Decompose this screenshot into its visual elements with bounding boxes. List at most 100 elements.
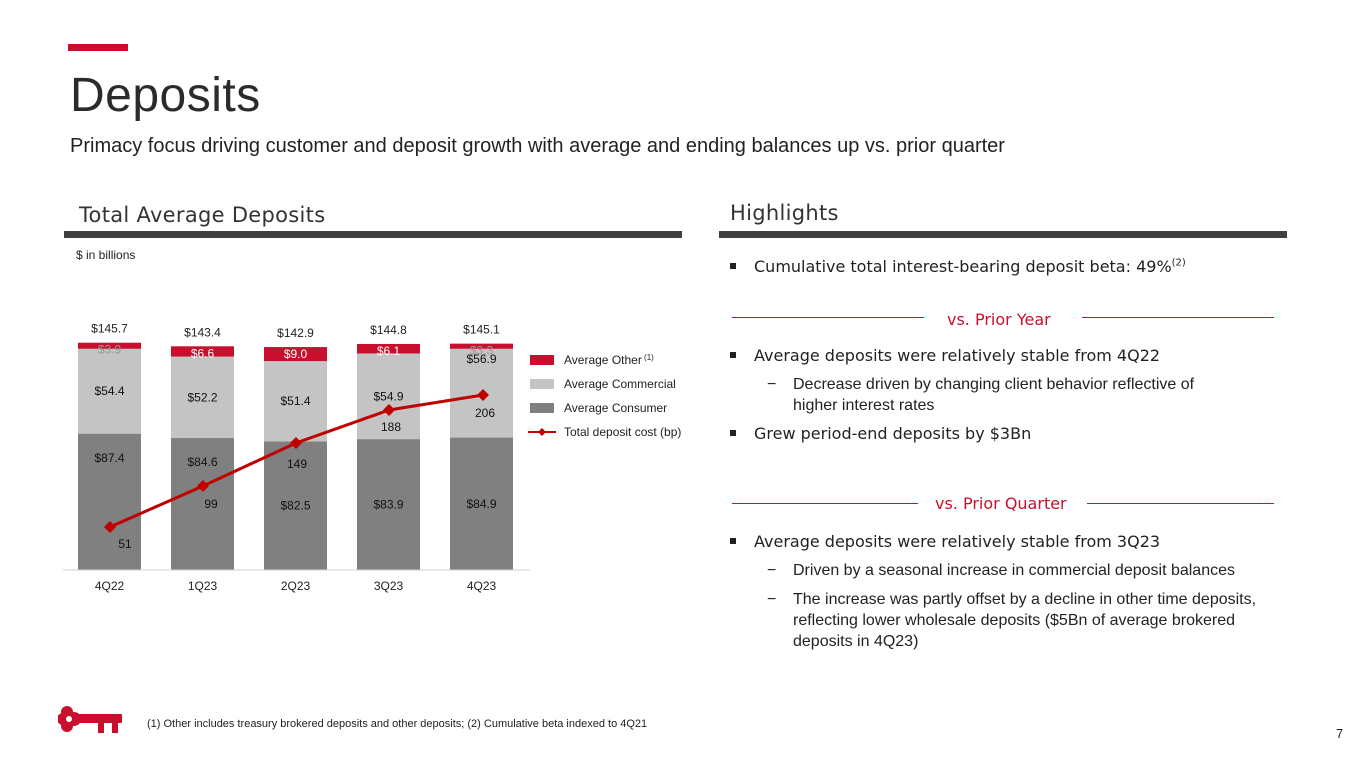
legend-label: Average Consumer [564,401,667,415]
deposit-cost-marker [197,480,209,492]
other-value-label: $3.3 [470,344,494,358]
commercial-value-label: $52.2 [187,390,217,404]
dash-icon: − [767,376,777,393]
deposit-cost-marker [477,389,489,401]
bar-other-2Q23 [264,347,327,362]
other-value-label: $9.0 [284,347,308,361]
bar-other-4Q22 [78,342,141,349]
total-label: $142.9 [277,326,314,340]
consumer-value-label: $84.9 [466,497,496,511]
footnote: (1) Other includes treasury brokered dep… [147,718,648,730]
commercial-value-label: $54.9 [373,389,403,403]
chart-section-rule [64,231,682,238]
bar-other-3Q23 [357,343,420,354]
commercial-value-label: $54.4 [94,384,124,398]
prior-quarter-bullet-1-text: Average deposits were relatively stable … [754,532,1161,551]
bar-commercial-3Q23 [357,353,420,440]
highlight-beta-bullet: Cumulative total interest-bearing deposi… [730,257,1186,276]
prior-year-bullet-2: Grew period-end deposits by $3Bn [730,424,1032,443]
bar-consumer-3Q23 [357,439,420,570]
highlight-beta-text: Cumulative total interest-bearing deposi… [754,257,1172,276]
bar-other-1Q23 [171,346,234,357]
dash-icon: − [767,562,777,579]
prior-quarter-sub-2: − The increase was partly offset by a de… [767,589,1273,652]
other-value-label: $6.1 [377,344,401,358]
total-label: $144.8 [370,323,407,337]
line-layer [104,389,489,533]
x-tick-label: 4Q23 [467,579,497,593]
chart-legend: Average Other (1) Average Commercial Avera… [528,353,681,439]
prior-year-bullet-1-text: Average deposits were relatively stable … [754,346,1161,365]
legend-swatch [530,379,554,389]
x-tick-label: 2Q23 [281,579,311,593]
commercial-value-label: $56.9 [466,352,496,366]
prior-quarter-divider-label: vs. Prior Quarter [935,494,1067,513]
legend-marker [538,428,546,436]
prior-quarter-sub-1: − Driven by a seasonal increase in comme… [767,560,1273,581]
prior-quarter-divider-right [1087,503,1274,504]
legend-label: Total deposit cost (bp) [564,425,681,439]
deposit-cost-marker [383,404,395,416]
bar-consumer-4Q23 [450,437,513,570]
prior-quarter-bullet-1: Average deposits were relatively stable … [730,532,1161,551]
consumer-value-label: $83.9 [373,498,403,512]
bar-consumer-1Q23 [171,438,234,570]
prior-year-divider-right [1082,317,1274,318]
deposit-cost-label: 99 [204,497,218,511]
x-tick-label: 3Q23 [374,579,404,593]
deposit-cost-marker [290,437,302,449]
highlights-rule [719,231,1287,238]
consumer-value-label: $84.6 [187,455,217,469]
bar-commercial-2Q23 [264,361,327,442]
consumer-value-label: $82.5 [280,499,310,513]
chart-section-title: Total Average Deposits [79,203,326,227]
legend-swatch [530,355,554,365]
page-subtitle: Primacy focus driving customer and depos… [70,135,1005,157]
bullet-square-icon [730,263,736,269]
deposit-cost-marker [104,521,116,533]
bar-commercial-4Q22 [78,348,141,434]
deposit-cost-label: 206 [475,406,495,420]
bar-commercial-1Q23 [171,356,234,439]
prior-quarter-divider-left [732,503,918,504]
label-layer: 4Q22 $145.7 1Q23 $143.4 2Q23 $142.9 3Q23 $144.8… [91,322,500,593]
prior-quarter-sub-2-text: The increase was partly offset by a decl… [793,591,1257,650]
other-value-label: $3.9 [98,343,122,357]
legend-footnote-ref: (1) [642,353,654,362]
dash-icon: − [767,591,777,608]
prior-year-sub-1: − Decrease driven by changing client beh… [767,374,1243,416]
highlights-title: Highlights [730,201,839,225]
deposit-cost-label: 51 [118,537,132,551]
page-title: Deposits [70,69,261,122]
bullet-square-icon [730,352,736,358]
bar-consumer-2Q23 [264,441,327,570]
total-label: $145.1 [463,323,500,337]
prior-year-bullet-2-text: Grew period-end deposits by $3Bn [754,424,1032,443]
deposit-cost-label: 188 [381,420,401,434]
title-accent-bar [68,44,128,51]
deposits-chart: 4Q22 $145.7 1Q23 $143.4 2Q23 $142.9 3Q23 $144.8… [63,322,681,593]
legend-label: Average Commercial [564,377,676,391]
bar-other-4Q23 [450,343,513,349]
bullet-square-icon [730,430,736,436]
total-label: $143.4 [184,325,221,339]
bar-consumer-4Q22 [78,433,141,570]
bar-layer [78,342,513,570]
x-tick-label: 4Q22 [95,579,125,593]
prior-year-sub-1-text: Decrease driven by changing client behav… [793,376,1195,414]
units-note: $ in billions [76,248,136,262]
page-number: 7 [1336,726,1344,741]
bullet-square-icon [730,538,736,544]
x-tick-label: 1Q23 [188,579,218,593]
legend-swatch [530,403,554,413]
other-value-label: $6.6 [191,346,215,360]
prior-quarter-sub-1-text: Driven by a seasonal increase in commerc… [793,562,1235,579]
prior-year-divider-label: vs. Prior Year [947,310,1051,329]
key-logo-icon [58,706,122,733]
prior-year-divider-left [732,317,924,318]
prior-year-bullet-1: Average deposits were relatively stable … [730,346,1161,365]
deposit-cost-label: 149 [287,457,307,471]
commercial-value-label: $51.4 [280,394,310,408]
consumer-value-label: $87.4 [94,451,124,465]
total-label: $145.7 [91,322,128,336]
